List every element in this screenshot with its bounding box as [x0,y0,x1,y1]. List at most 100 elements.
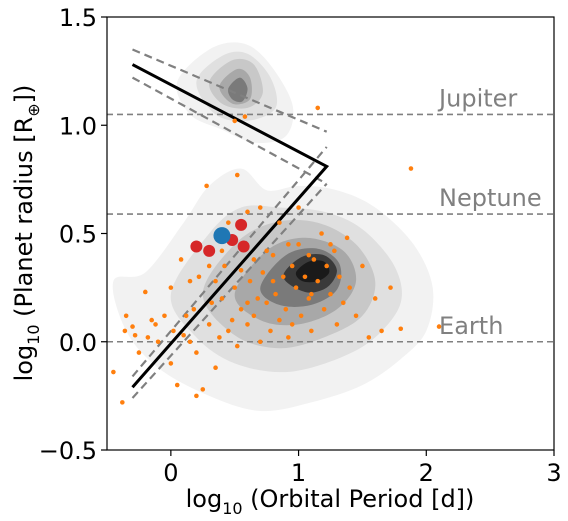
y-tick-label-2: 0.5 [59,221,97,249]
ref-label-earth: Earth [439,312,503,340]
data-point-39 [251,313,257,319]
data-point-87 [238,268,244,273]
y-tick-label-1: 0.0 [59,329,97,357]
data-point-44 [268,328,273,334]
data-point-14 [171,328,176,334]
data-point-1 [120,400,125,405]
data-point-88 [251,257,257,262]
data-point-59 [315,278,321,284]
data-point-96 [187,278,193,284]
data-point-28 [217,335,222,340]
highlight-blue-point-0 [213,227,231,245]
data-point-3 [123,313,129,319]
y-tick-label-0: −0.5 [39,437,97,465]
data-point-82 [257,205,263,210]
highlight-red-point-4 [237,240,250,253]
data-point-7 [145,335,151,340]
y-tick-label-4: 1.5 [59,4,97,32]
data-point-27 [213,365,218,371]
data-point-38 [247,278,253,284]
data-point-81 [245,209,250,215]
data-point-64 [332,248,337,254]
data-point-26 [209,300,215,306]
data-point-18 [183,313,189,319]
data-point-0 [111,369,116,375]
data-point-41 [257,339,263,345]
data-point-35 [238,306,244,312]
x-tick-label-0: 0 [163,459,178,487]
x-tick-label-1: 1 [291,459,306,487]
boundary-dashed-left [131,182,328,399]
data-point-98 [270,278,276,284]
data-point-69 [347,285,352,290]
data-point-9 [153,322,158,327]
data-point-17 [181,332,186,338]
highlight-red-point-1 [203,244,216,257]
data-point-24 [204,183,209,189]
data-point-57 [309,328,314,334]
data-point-56 [306,296,312,301]
data-point-47 [277,317,282,323]
data-point-40 [255,296,261,301]
data-point-91 [306,252,312,258]
data-point-62 [324,263,329,269]
data-point-2 [122,328,128,334]
data-point-94 [206,263,212,269]
boundary-dashed-upper [132,48,328,133]
data-point-90 [286,242,291,247]
data-point-34 [234,343,240,349]
data-point-66 [337,274,342,280]
data-point-36 [242,114,248,119]
data-point-97 [245,300,250,306]
data-point-5 [136,350,142,355]
ref-label-neptune: Neptune [439,184,542,212]
data-point-85 [315,105,321,111]
data-point-63 [328,291,333,297]
data-point-11 [162,313,167,319]
valley-boundary [131,48,330,399]
data-points [111,105,442,405]
highlight-red-point-3 [235,218,248,231]
data-point-16 [178,257,184,262]
data-point-86 [213,278,218,284]
y-axis: −0.5 0.0 0.5 1.0 1.5 [39,4,107,465]
data-point-23 [200,387,206,392]
data-point-19 [187,339,193,345]
data-point-37 [245,322,250,327]
data-point-83 [277,220,282,225]
data-point-79 [234,172,240,178]
data-point-60 [319,231,324,236]
data-point-22 [196,274,202,280]
data-point-100 [309,291,314,297]
data-point-93 [219,248,225,254]
data-point-15 [174,382,180,388]
data-point-8 [149,317,154,323]
ref-label-jupiter: Jupiter [437,84,517,112]
data-point-61 [321,306,327,312]
data-point-48 [280,274,286,280]
data-point-70 [353,313,359,319]
data-point-49 [283,306,289,312]
data-point-13 [168,285,174,290]
x-tick-label-3: 3 [546,459,561,487]
data-point-75 [388,285,393,290]
data-point-68 [344,235,350,241]
data-point-21 [194,350,199,355]
data-point-10 [155,339,161,345]
data-point-4 [130,324,135,329]
data-point-50 [286,335,291,340]
reference-labels: Jupiter Neptune Earth [437,84,542,339]
data-point-55 [302,274,308,280]
data-point-54 [298,313,304,319]
data-point-29 [219,296,225,301]
data-point-95 [132,332,138,338]
data-point-73 [372,296,378,301]
data-point-74 [379,328,384,334]
data-point-20 [191,306,197,312]
data-point-31 [226,328,231,334]
y-tick-label-3: 1.0 [59,112,97,140]
data-point-101 [232,118,238,124]
data-point-6 [143,289,148,295]
data-point-46 [273,291,278,297]
